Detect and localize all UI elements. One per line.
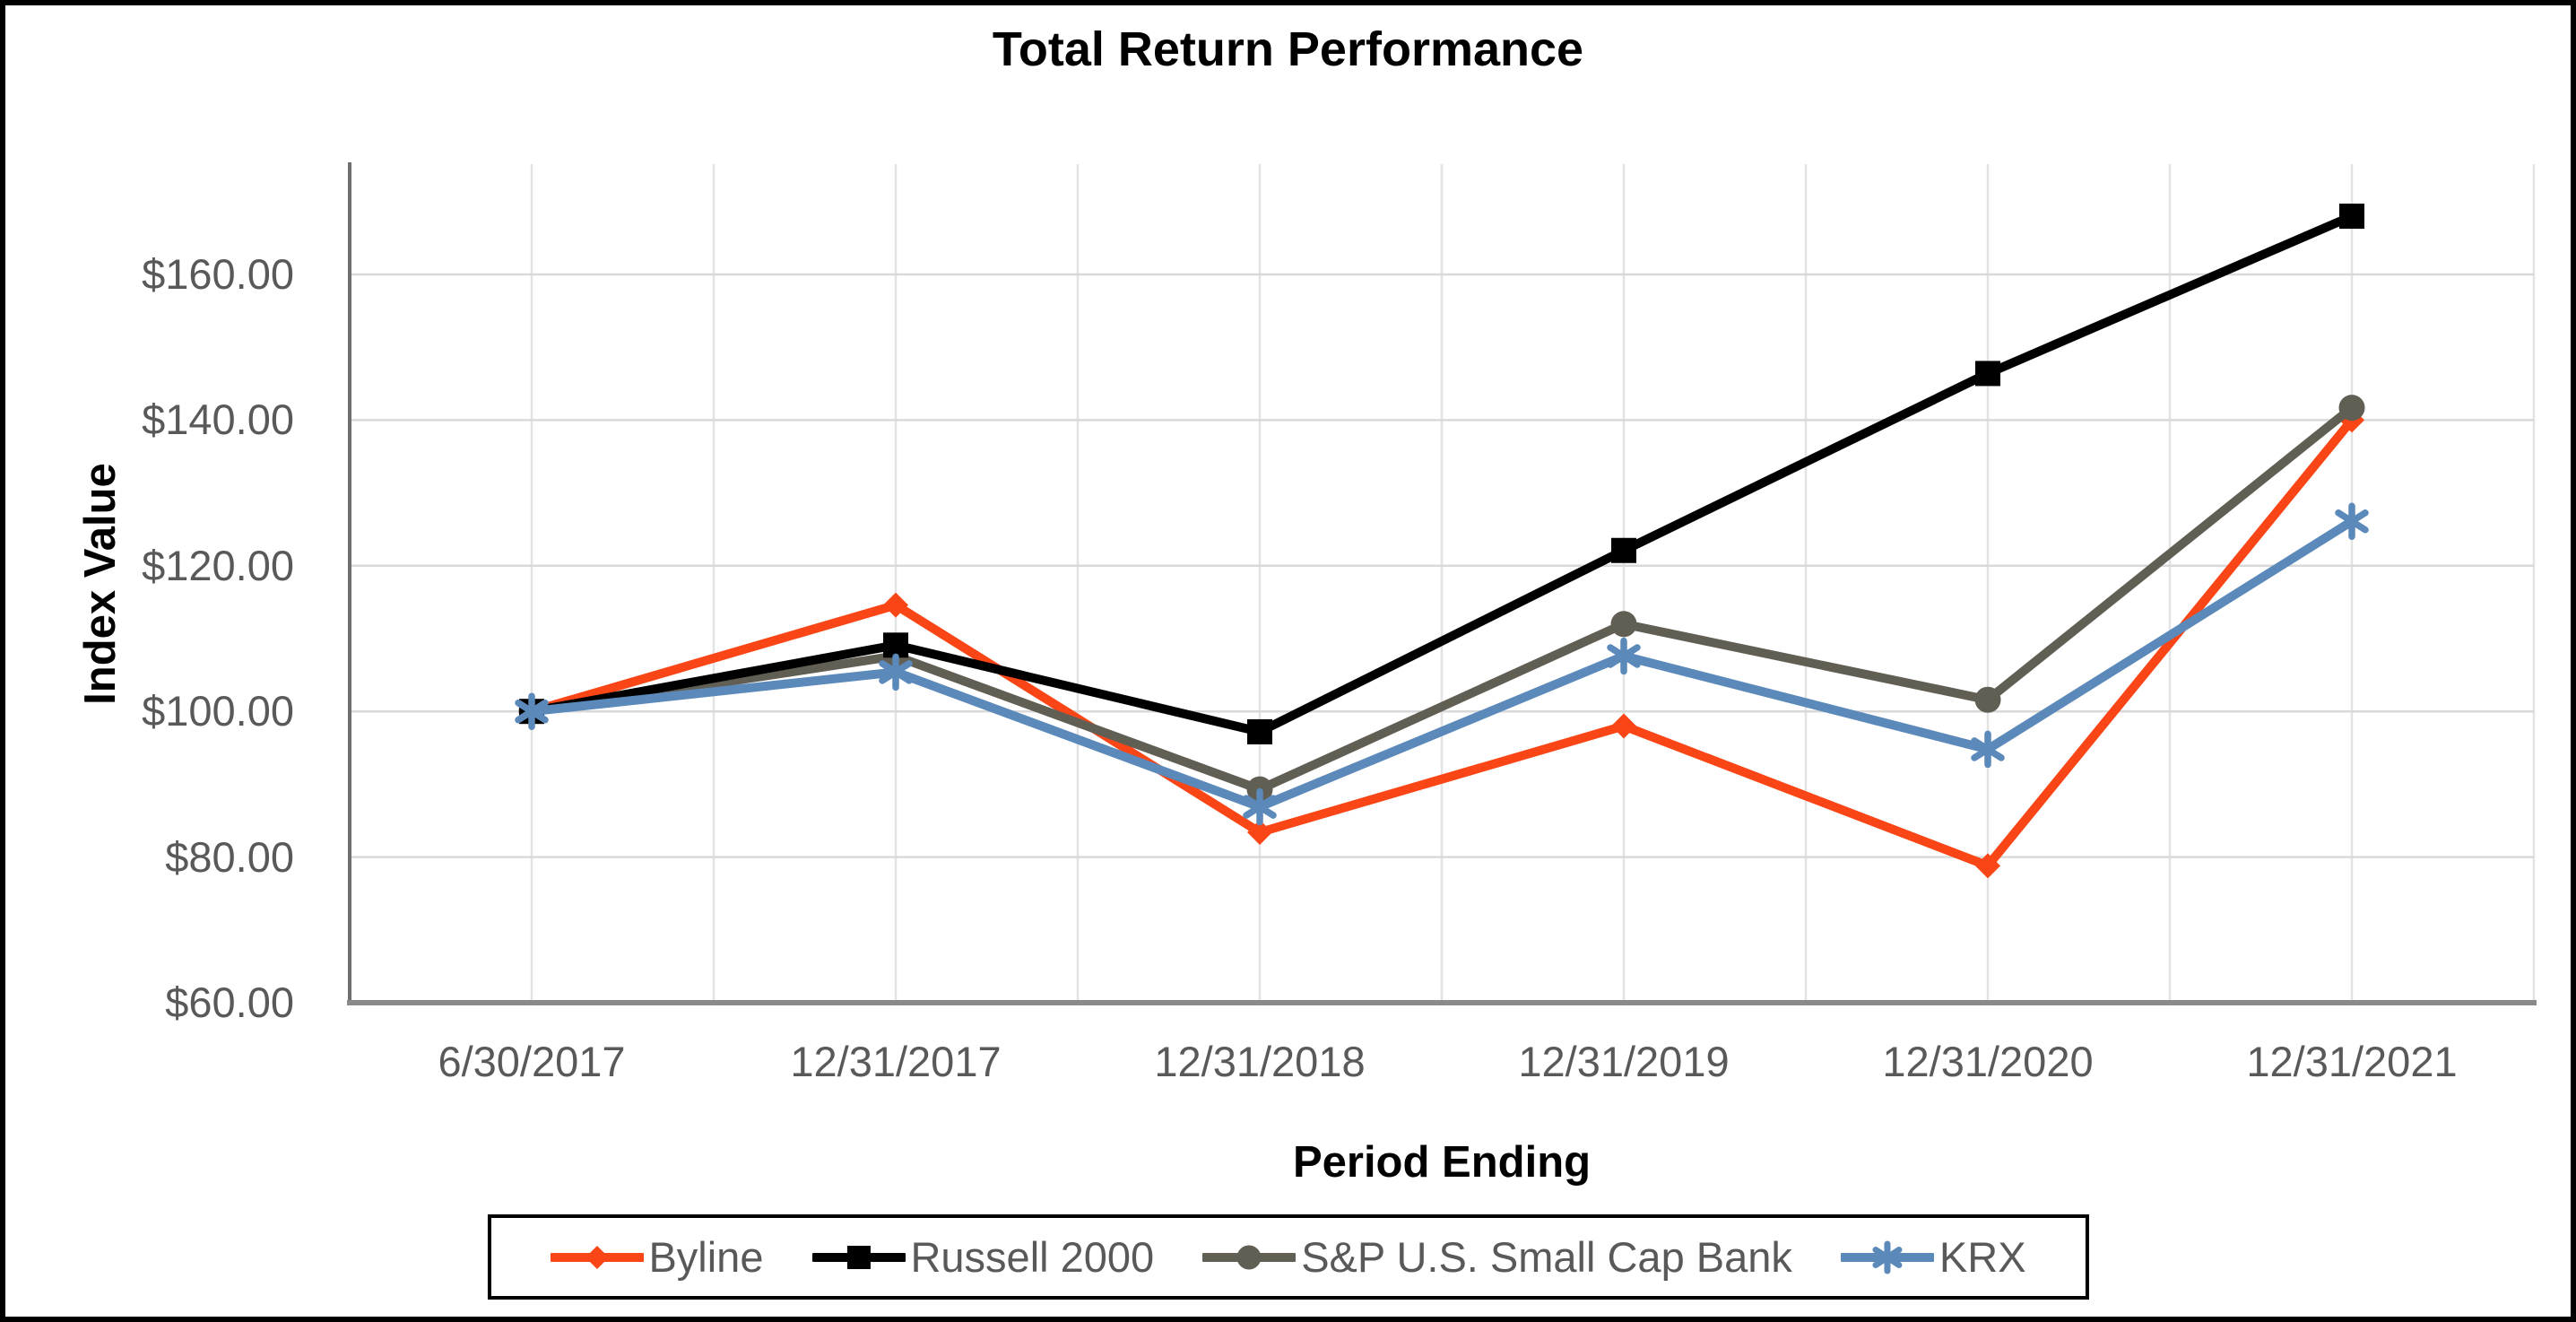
legend-label: KRX bbox=[1939, 1233, 2026, 1281]
data-point-marker bbox=[1247, 718, 1272, 744]
data-point-marker bbox=[1975, 361, 2000, 387]
chart-title: Total Return Performance bbox=[992, 22, 1584, 76]
data-point-marker bbox=[883, 592, 908, 618]
data-point-marker bbox=[1611, 713, 1636, 739]
legend-item-byline: Byline bbox=[550, 1232, 763, 1282]
legend-swatch-square-icon bbox=[811, 1245, 906, 1269]
series-line-russell-2000 bbox=[527, 212, 2356, 736]
series-line-byline bbox=[527, 415, 2356, 871]
series-line-s-p-u-s-small-cap-bank bbox=[527, 403, 2356, 795]
data-point-marker bbox=[1975, 853, 2000, 879]
x-axis-tick-label: 12/31/2017 bbox=[790, 1038, 1002, 1085]
legend-item-s-p-u-s-small-cap-bank: S&P U.S. Small Cap Bank bbox=[1202, 1232, 1792, 1282]
data-point-marker bbox=[1243, 787, 1277, 826]
legend-label: Russell 2000 bbox=[910, 1233, 1155, 1281]
data-point-marker bbox=[1236, 1245, 1262, 1269]
x-axis-tick-label: 12/31/2020 bbox=[1882, 1038, 2094, 1085]
y-axis-tick-label: $60.00 bbox=[165, 978, 294, 1026]
x-axis-tick-label: 12/31/2018 bbox=[1154, 1038, 1366, 1085]
plot-area bbox=[347, 162, 2537, 1005]
legend-swatch-asterisk-icon bbox=[1840, 1240, 1934, 1274]
legend-item-russell-2000: Russell 2000 bbox=[811, 1232, 1154, 1282]
data-point-marker bbox=[2335, 502, 2369, 541]
data-point-marker bbox=[1872, 1240, 1903, 1274]
x-axis-title: Period Ending bbox=[1292, 1138, 1592, 1187]
gridlines bbox=[350, 164, 2536, 1003]
legend-item-krx: KRX bbox=[1840, 1232, 2026, 1282]
data-point-marker bbox=[1971, 730, 2005, 769]
data-point-marker bbox=[1974, 686, 2001, 713]
data-point-marker bbox=[515, 692, 549, 730]
y-axis-tick-label: $80.00 bbox=[165, 832, 294, 881]
x-axis-tick-label: 12/31/2019 bbox=[1518, 1038, 1730, 1085]
data-point-marker bbox=[1247, 819, 1272, 845]
legend-swatch-diamond-icon bbox=[550, 1245, 644, 1269]
legend-swatch-circle-icon bbox=[1202, 1245, 1297, 1269]
data-point-marker bbox=[846, 1245, 871, 1269]
data-point-marker bbox=[2339, 204, 2364, 230]
data-point-marker bbox=[585, 1245, 609, 1269]
legend-label: Byline bbox=[648, 1233, 764, 1281]
y-axis-tick-label: $100.00 bbox=[142, 687, 294, 735]
data-point-marker bbox=[1610, 611, 1637, 638]
legend: Byline Russell 2000 S&P U.S. Small Cap Ban… bbox=[487, 1214, 2089, 1300]
legend-label: S&P U.S. Small Cap Bank bbox=[1301, 1233, 1792, 1281]
y-axis-tick-label: $120.00 bbox=[142, 541, 294, 589]
series-line-krx bbox=[527, 517, 2356, 812]
data-point-marker bbox=[1607, 637, 1641, 675]
data-point-marker bbox=[2338, 395, 2365, 422]
data-point-marker bbox=[879, 653, 913, 691]
series-krx bbox=[515, 502, 2369, 826]
data-point-marker bbox=[1611, 537, 1636, 563]
x-axis-tick-label: 6/30/2017 bbox=[438, 1038, 626, 1085]
x-axis-tick-label: 12/31/2021 bbox=[2246, 1038, 2458, 1085]
y-axis-tick-label: $160.00 bbox=[142, 250, 294, 298]
y-axis-tick-label: $140.00 bbox=[142, 396, 294, 444]
